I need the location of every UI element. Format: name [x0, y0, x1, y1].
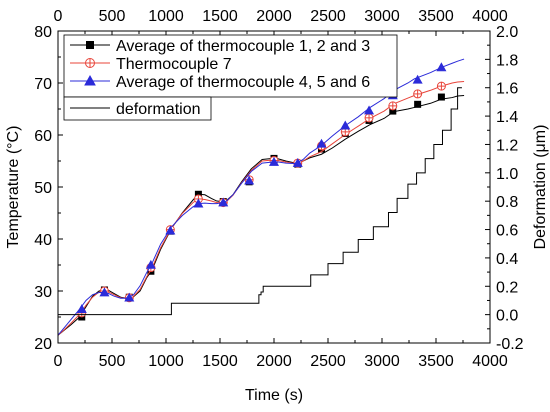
- series-1-marker-16: [437, 93, 445, 101]
- axes-layer: 0 0 500 500 1000 1000 1500 1500 2000 2000 2500 2500…: [34, 8, 523, 370]
- y-axis-right-title: Deformation (μm): [532, 125, 549, 250]
- y-right-tick-label-10: 1.8: [496, 52, 518, 69]
- y-left-tick-label-1: 30: [34, 284, 52, 301]
- y-left-tick-label-3: 50: [34, 180, 52, 197]
- x-tick-label-bottom-6: 3000: [364, 353, 400, 370]
- legend-entry-series-3: Average of thermocouple 4, 5 and 6: [70, 74, 370, 91]
- series-1-marker-14: [389, 107, 397, 115]
- x-tick-label-top-3: 1500: [202, 8, 238, 25]
- x-tick-label-top-2: 1000: [148, 8, 184, 25]
- y-right-tick-label-9: 1.6: [496, 81, 518, 98]
- series-3-marker-13: [364, 105, 375, 115]
- legend-top: Average of thermocouple 1, 2 and 3 Therm…: [63, 34, 398, 98]
- series-3-marker-3: [124, 292, 135, 302]
- x-axis-title: Time (s): [245, 387, 303, 404]
- legend-label-series-1: Average of thermocouple 1, 2 and 3: [116, 38, 370, 55]
- x-tick-label-bottom-8: 4000: [472, 353, 508, 370]
- x-tick-label-bottom-5: 2500: [310, 353, 346, 370]
- x-tick-label-top-7: 3500: [418, 8, 454, 25]
- series-2-marker-12: [340, 127, 350, 137]
- y-left-tick-label-2: 40: [34, 232, 52, 249]
- x-tick-label-top-1: 500: [99, 8, 126, 25]
- series-3-marker-4: [145, 259, 156, 269]
- y-right-tick-label-0: -0.2: [496, 336, 524, 353]
- x-tick-label-bottom-3: 1500: [202, 353, 238, 370]
- y-right-tick-label-7: 1.2: [496, 137, 518, 154]
- series-3-marker-9: [268, 156, 280, 166]
- legend-bottom: deformation: [63, 96, 212, 121]
- series-3-marker-7: [218, 197, 229, 207]
- series-1-marker-15: [414, 100, 422, 108]
- x-tick-label-top-5: 2500: [310, 8, 346, 25]
- y-right-tick-label-11: 2.0: [496, 24, 518, 41]
- y-right-tick-label-6: 1.0: [496, 166, 518, 183]
- y-right-tick-label-4: 0.6: [496, 223, 518, 240]
- x-tick-label-top-8: 4000: [472, 8, 508, 25]
- x-tick-label-bottom-1: 500: [99, 353, 126, 370]
- x-tick-label-top-4: 2000: [256, 8, 292, 25]
- legend-entry-series-1: Average of thermocouple 1, 2 and 3: [70, 38, 370, 55]
- y-right-tick-label-5: 0.8: [496, 194, 518, 211]
- y-right-tick-label-3: 0.4: [496, 251, 518, 268]
- y-axis-left-title: Temperature (°C): [5, 126, 22, 249]
- series-3-marker-11: [316, 138, 327, 148]
- series-3-marker-5: [165, 225, 176, 235]
- series-2-marker-14: [388, 101, 398, 111]
- y-left-tick-label-0: 20: [34, 336, 52, 353]
- series-3-marker-6: [193, 198, 204, 208]
- y-left-tick-label-4: 60: [34, 128, 52, 145]
- series-2-marker-15: [413, 89, 423, 99]
- series-3-marker-1: [76, 304, 87, 314]
- legend-label-deformation: deformation: [116, 101, 201, 118]
- x-tick-label-bottom-7: 3500: [418, 353, 454, 370]
- series-3-marker-10: [292, 157, 303, 167]
- y-right-tick-label-1: 0.0: [496, 308, 518, 325]
- series-line-4: [58, 87, 462, 316]
- legend-entry-series-2: Thermocouple 7: [70, 56, 232, 73]
- x-tick-label-top-0: 0: [54, 8, 63, 25]
- legend-label-series-3: Average of thermocouple 4, 5 and 6: [116, 74, 370, 91]
- x-tick-label-bottom-4: 2000: [256, 353, 292, 370]
- y-left-tick-label-5: 70: [34, 76, 52, 93]
- legend-label-series-2: Thermocouple 7: [116, 56, 232, 73]
- series-3-marker-16: [436, 62, 447, 72]
- series-2-marker-16: [436, 81, 446, 91]
- series-3-marker-12: [340, 120, 351, 130]
- y-left-tick-label-6: 80: [34, 24, 52, 41]
- series-2-marker-13: [364, 113, 374, 123]
- y-right-tick-label-2: 0.2: [496, 279, 518, 296]
- x-tick-label-bottom-0: 0: [54, 353, 63, 370]
- y-right-tick-label-8: 1.4: [496, 109, 518, 126]
- x-tick-label-bottom-2: 1000: [148, 353, 184, 370]
- series-3-marker-8: [244, 175, 255, 185]
- series-1-marker-6: [194, 190, 202, 198]
- series-3-marker-2: [99, 287, 110, 297]
- x-tick-label-top-6: 3000: [364, 8, 400, 25]
- series-3-marker-15: [412, 74, 423, 84]
